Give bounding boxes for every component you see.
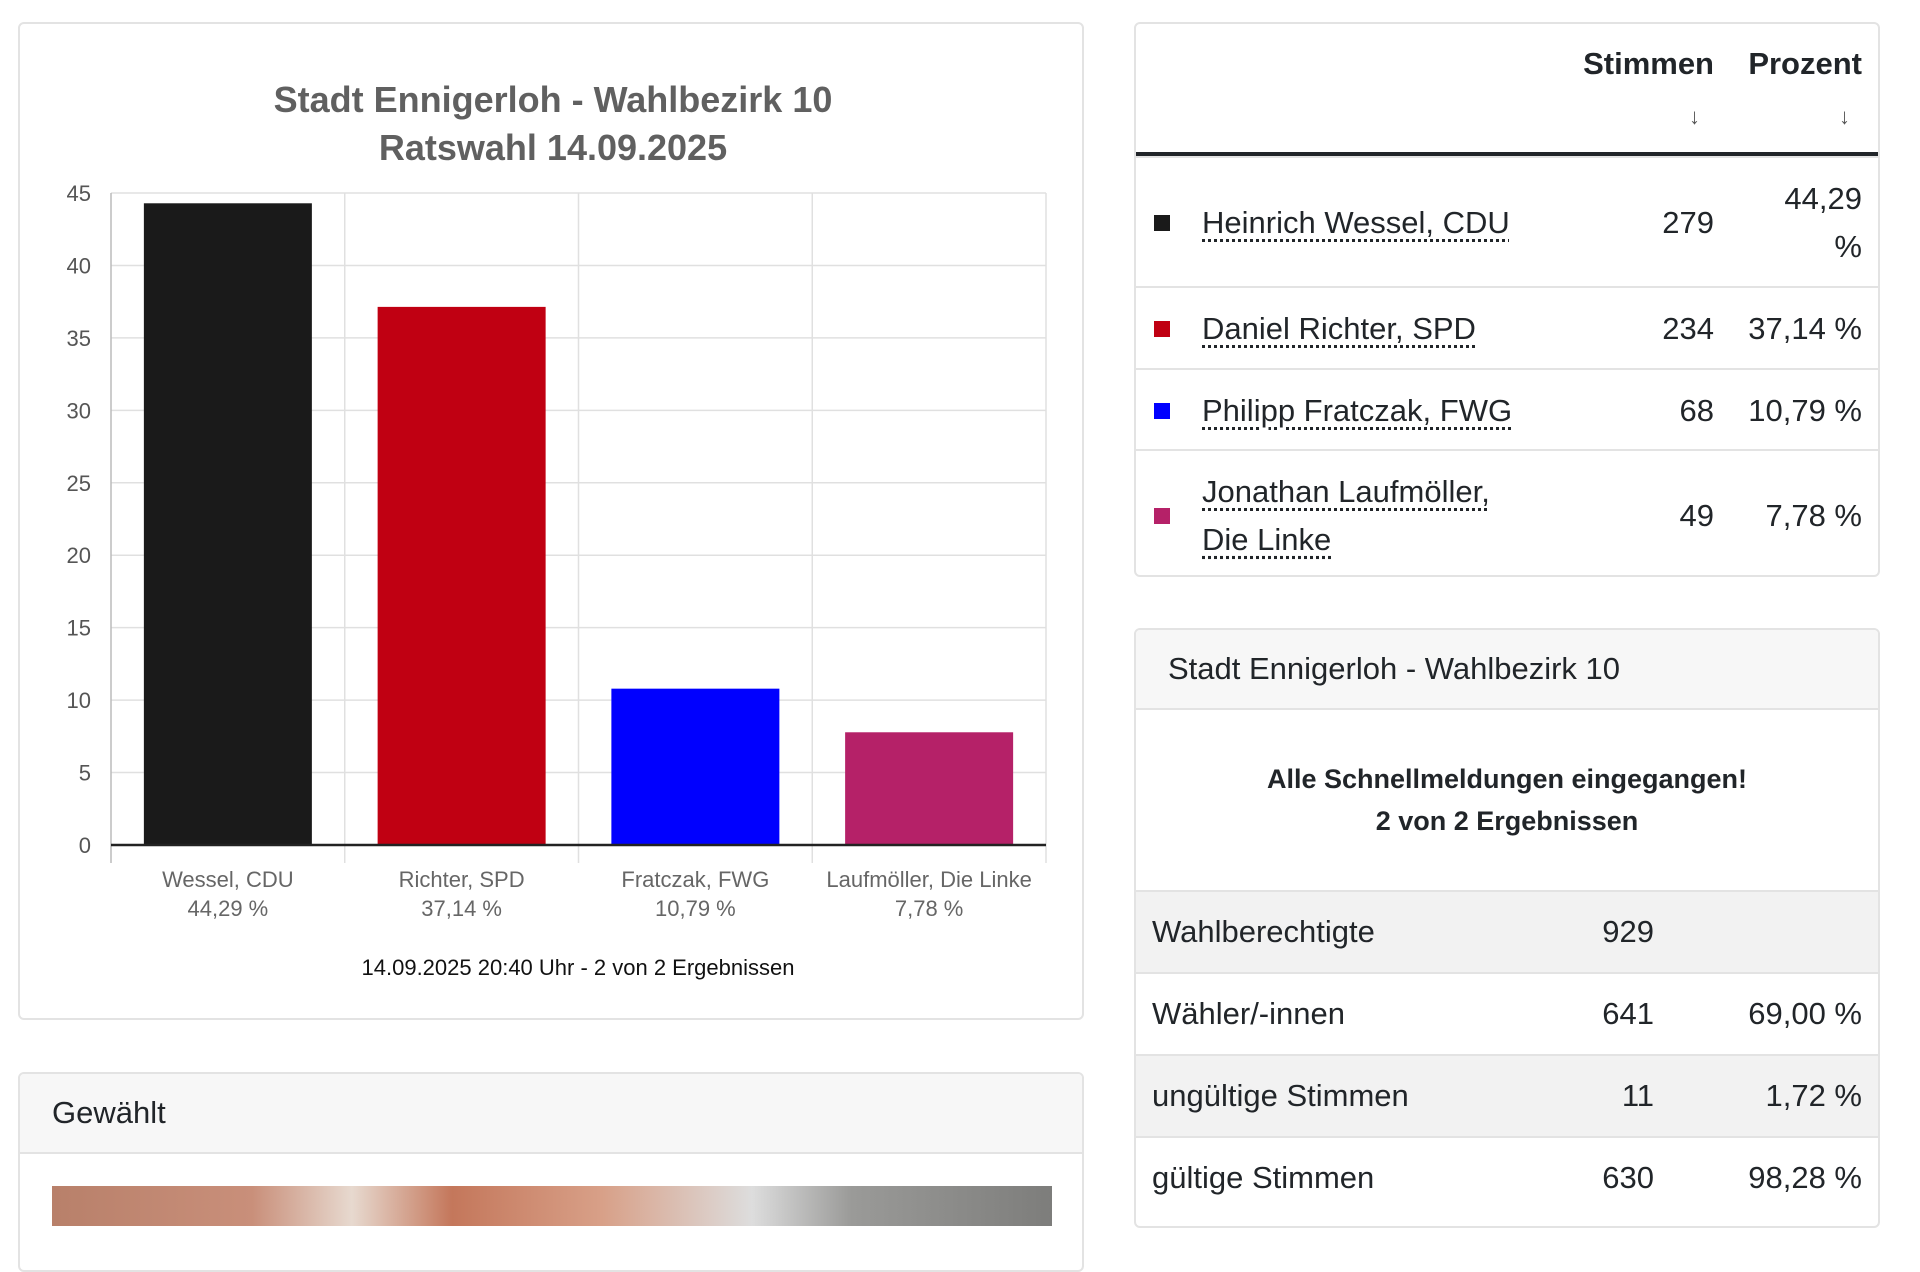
y-tick-label: 30 — [67, 398, 91, 423]
x-tick-label: Laufmöller, Die Linke — [826, 867, 1031, 892]
x-tick-label: Richter, SPD — [399, 867, 525, 892]
party-color-swatch — [1154, 403, 1170, 419]
bar — [144, 203, 312, 845]
summary-row: ungültige Stimmen 11 1,72 % — [1136, 1054, 1878, 1136]
percent-value: 10,79 % — [1732, 387, 1862, 435]
bar-chart: Stadt Ennigerloh - Wahlbezirk 10 Ratswahl… — [20, 24, 1084, 1020]
bar-data-label: 7,78 % — [895, 896, 964, 921]
table-row: Heinrich Wessel, CDU 279 44,29 % — [1136, 156, 1878, 286]
status-message: Alle Schnellmeldungen eingegangen! 2 von… — [1136, 758, 1878, 842]
y-tick-label: 25 — [67, 471, 91, 496]
summary-percent: 98,28 % — [1748, 1160, 1862, 1196]
candidate-link[interactable]: Philipp Fratczak, FWG — [1202, 387, 1532, 435]
summary-card: Stadt Ennigerloh - Wahlbezirk 10 Alle Sc… — [1134, 628, 1880, 1228]
bar-data-label: 44,29 % — [188, 896, 269, 921]
summary-label: ungültige Stimmen — [1152, 1078, 1409, 1114]
y-tick-label: 20 — [67, 543, 91, 568]
bar-data-label: 37,14 % — [421, 896, 502, 921]
y-tick-label: 35 — [67, 326, 91, 351]
chart-footer: 14.09.2025 20:40 Uhr - 2 von 2 Ergebniss… — [362, 955, 795, 980]
summary-percent: 69,00 % — [1748, 996, 1862, 1032]
party-color-swatch — [1154, 508, 1170, 524]
results-table: Stimmen Prozent ↓ ↓ Heinrich Wessel, CDU… — [1134, 22, 1880, 577]
y-tick-label: 10 — [67, 688, 91, 713]
sort-arrow-icon[interactable]: ↓ — [1689, 104, 1700, 130]
percent-value: 44,29 % — [1752, 175, 1862, 271]
candidate-link[interactable]: Daniel Richter, SPD — [1202, 305, 1532, 353]
x-tick-label: Fratczak, FWG — [621, 867, 769, 892]
party-color-swatch — [1154, 321, 1170, 337]
candidate-link[interactable]: Heinrich Wessel, CDU — [1202, 199, 1532, 247]
chart-subtitle: Ratswahl 14.09.2025 — [379, 127, 727, 168]
summary-header: Stadt Ennigerloh - Wahlbezirk 10 — [1136, 630, 1878, 710]
table-row: Jonathan Laufmöller, Die Linke 49 7,78 % — [1136, 449, 1878, 577]
percent-value: 37,14 % — [1732, 305, 1862, 353]
y-tick-label: 15 — [67, 616, 91, 641]
summary-label: Wähler/-innen — [1152, 996, 1345, 1032]
y-tick-label: 45 — [67, 181, 91, 206]
chart-card: Stadt Ennigerloh - Wahlbezirk 10 Ratswahl… — [18, 22, 1084, 1020]
votes-column-header[interactable]: Stimmen — [1583, 46, 1714, 82]
votes-value: 234 — [1662, 311, 1714, 347]
summary-row: Wahlberechtigte 929 — [1136, 890, 1878, 972]
table-row: Philipp Fratczak, FWG 68 10,79 % — [1136, 368, 1878, 449]
summary-row: Wähler/-innen 641 69,00 % — [1136, 972, 1878, 1054]
summary-count: 11 — [1622, 1078, 1654, 1114]
y-tick-label: 40 — [67, 253, 91, 278]
bar-data-label: 10,79 % — [655, 896, 736, 921]
x-tick-label: Wessel, CDU — [162, 867, 294, 892]
party-color-swatch — [1154, 215, 1170, 231]
summary-count: 630 — [1602, 1160, 1654, 1196]
elected-card: Gewählt — [18, 1072, 1084, 1272]
votes-value: 49 — [1680, 498, 1714, 534]
summary-count: 929 — [1602, 914, 1654, 950]
votes-value: 68 — [1680, 393, 1714, 429]
summary-row: gültige Stimmen 630 98,28 % — [1136, 1136, 1878, 1218]
summary-label: gültige Stimmen — [1152, 1160, 1374, 1196]
status-line: 2 von 2 Ergebnissen — [1136, 800, 1878, 842]
summary-percent: 1,72 % — [1765, 1078, 1862, 1114]
bar — [845, 732, 1013, 845]
percent-column-header[interactable]: Prozent — [1748, 46, 1862, 82]
chart-title: Stadt Ennigerloh - Wahlbezirk 10 — [274, 79, 833, 120]
candidate-link[interactable]: Jonathan Laufmöller, Die Linke — [1202, 468, 1532, 564]
table-row: Daniel Richter, SPD 234 37,14 % — [1136, 286, 1878, 368]
y-tick-label: 5 — [79, 761, 91, 786]
bar — [611, 689, 779, 845]
status-line: Alle Schnellmeldungen eingegangen! — [1136, 758, 1878, 800]
y-tick-label: 0 — [79, 833, 91, 858]
summary-label: Wahlberechtigte — [1152, 914, 1375, 950]
bar — [378, 307, 546, 845]
elected-photo — [52, 1186, 1052, 1226]
summary-count: 641 — [1602, 996, 1654, 1032]
percent-value: 7,78 % — [1732, 492, 1862, 540]
votes-value: 279 — [1662, 205, 1714, 241]
elected-header: Gewählt — [20, 1074, 1082, 1154]
sort-arrow-icon[interactable]: ↓ — [1839, 104, 1850, 130]
